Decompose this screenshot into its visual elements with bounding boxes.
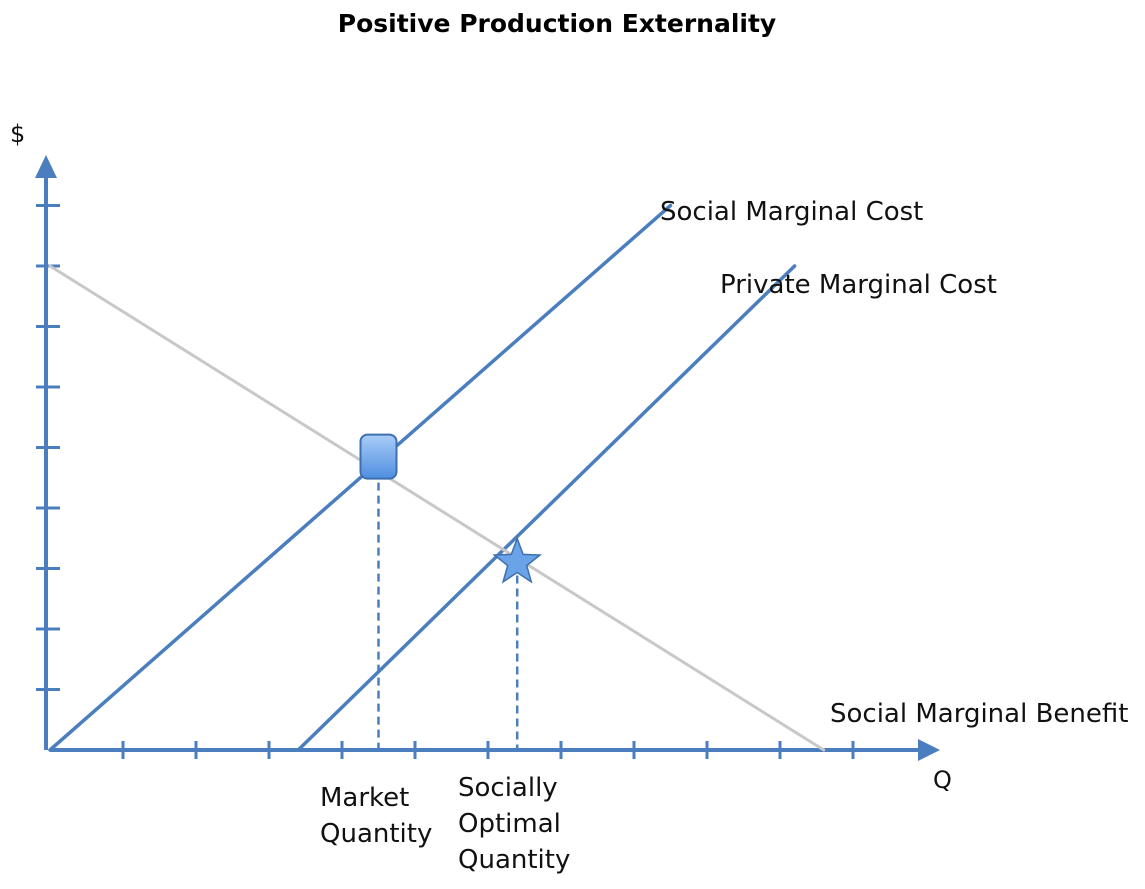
private-marginal-cost-line: [296, 264, 797, 752]
x-axis-arrowhead: [918, 739, 940, 761]
y-axis-label: $: [10, 120, 25, 148]
market-equilibrium-marker: [359, 433, 398, 480]
y-axis-arrowhead: [35, 155, 57, 178]
private-marginal-cost-label: Private Marginal Cost: [720, 270, 997, 300]
market-quantity-label: Market Quantity: [320, 783, 432, 849]
social-optimum-star-marker: [492, 536, 543, 584]
socially-optimal-quantity-label: Socially Optimal Quantity: [458, 773, 570, 875]
chart-title: Positive Production Externality: [338, 9, 776, 38]
x-axis-label: Q: [933, 766, 952, 794]
social-marginal-cost-label: Social Marginal Cost: [660, 197, 923, 227]
social-marginal-benefit-line: [48, 264, 826, 752]
social-marginal-benefit-label: Social Marginal Benefit: [830, 699, 1128, 729]
social-marginal-cost-line: [48, 203, 673, 752]
plot-area: Social Marginal Cost Private Marginal Cos…: [35, 155, 1128, 875]
